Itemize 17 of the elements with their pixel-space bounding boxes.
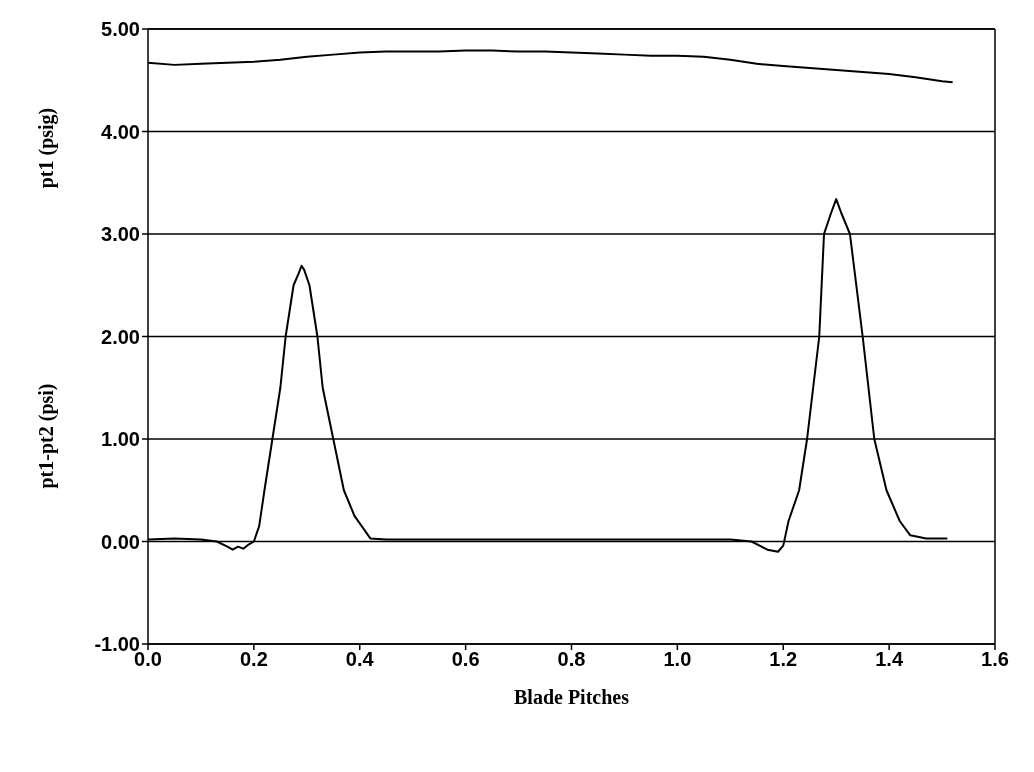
y-tick-label: 5.00 bbox=[101, 18, 140, 41]
x-tick-label: 0.8 bbox=[557, 648, 586, 671]
y-tick-label: 2.00 bbox=[101, 325, 140, 348]
x-tick-label: 0.4 bbox=[345, 648, 375, 671]
x-tick-label: 1.0 bbox=[663, 648, 692, 671]
x-tick-label: 1.6 bbox=[981, 648, 1009, 671]
x-tick-label: 0.6 bbox=[451, 648, 480, 671]
text: pt1 (psig) bbox=[35, 107, 58, 189]
y-tick-label: 3.00 bbox=[101, 223, 140, 246]
y-tick-label: 1.00 bbox=[101, 428, 140, 451]
x-tick-label: 0.2 bbox=[239, 648, 268, 671]
y-tick-label: 4.00 bbox=[101, 120, 140, 143]
x-tick-label: 1.4 bbox=[875, 648, 904, 671]
x-axis-title: Blade Pitches bbox=[514, 686, 630, 708]
x-tick-label: 1.2 bbox=[769, 648, 798, 671]
y-tick-label: 0.00 bbox=[101, 530, 140, 553]
y-axis-title: pt1-pt2 (psi) bbox=[35, 383, 58, 489]
